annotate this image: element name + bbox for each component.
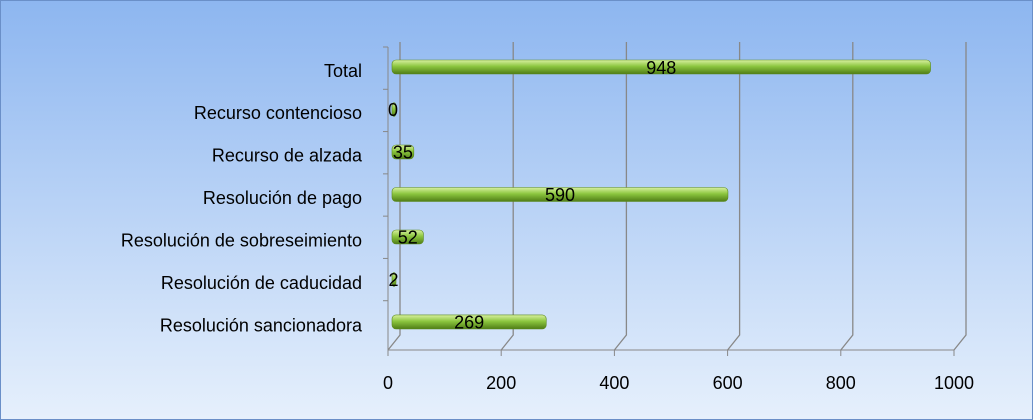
bar <box>391 272 397 287</box>
x-tick-label: 400 <box>599 373 629 393</box>
bar <box>391 187 729 202</box>
y-tick-label: Total <box>324 61 362 81</box>
grid-line <box>727 42 741 351</box>
bar <box>391 102 397 117</box>
grid-line <box>500 42 514 351</box>
data-label: 269 <box>454 313 484 333</box>
grid-line <box>387 42 401 351</box>
data-label: 948 <box>646 58 676 78</box>
x-tick-label: 0 <box>383 373 393 393</box>
x-tick-label: 600 <box>713 373 743 393</box>
bar <box>391 314 547 330</box>
y-tick-label: Resolución de sobreseimiento <box>121 231 362 251</box>
data-label: 0 <box>388 100 398 120</box>
x-tick-label: 1000 <box>934 373 974 393</box>
x-tick-label: 200 <box>486 373 516 393</box>
x-tick-label: 800 <box>826 373 856 393</box>
y-tick-label: Resolución de pago <box>203 188 362 208</box>
y-tick-label: Recurso contencioso <box>194 103 362 123</box>
grid-line <box>840 42 854 351</box>
y-tick-label: Recurso de alzada <box>212 146 363 166</box>
data-label: 52 <box>398 228 418 248</box>
grid-line <box>613 42 628 351</box>
bar <box>391 144 415 160</box>
data-label: 2 <box>389 270 399 290</box>
y-tick-label: Resolución sancionadora <box>160 316 363 336</box>
bar <box>391 229 424 245</box>
data-label: 35 <box>393 143 413 163</box>
grid-line <box>953 42 967 351</box>
bar <box>391 59 931 75</box>
y-tick-label: Resolución de caducidad <box>161 273 362 293</box>
data-label: 590 <box>545 185 575 205</box>
